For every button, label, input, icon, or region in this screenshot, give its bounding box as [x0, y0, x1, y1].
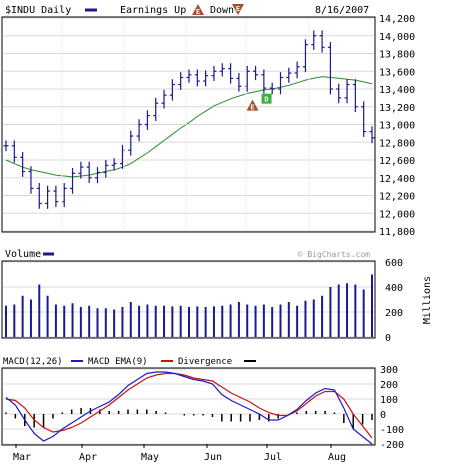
price-bar: [244, 65, 250, 92]
price-bar: [286, 67, 292, 83]
macd-y-tick-label: 100: [380, 395, 398, 406]
price-bar: [344, 79, 350, 104]
price-panel: [1, 16, 376, 233]
earnings-marker-icon: E: [246, 99, 259, 112]
price-y-tick-label: 14,200: [379, 14, 415, 25]
price-bar: [144, 110, 150, 130]
price-bar: [311, 30, 317, 50]
price-bar: [28, 166, 34, 194]
volume-y-tick-label: 600: [385, 258, 403, 269]
price-bar: [194, 69, 200, 87]
macd-panel: [1, 367, 376, 446]
price-bar: [302, 39, 308, 73]
price-bar: [253, 65, 259, 81]
month-label: Aug: [328, 452, 346, 463]
month-label: Jul: [264, 452, 282, 463]
price-bar: [327, 41, 333, 95]
price-bar: [186, 69, 192, 83]
price-bar: [136, 119, 142, 142]
price-y-tick-label: 12,600: [379, 156, 415, 167]
price-bar: [219, 63, 225, 77]
price-bar: [352, 79, 358, 113]
price-bar: [369, 126, 375, 144]
macd-y-tick-label: 200: [380, 380, 398, 391]
price-bar: [319, 30, 325, 53]
price-y-tick-label: 13,800: [379, 50, 415, 61]
month-label: Apr: [79, 452, 97, 463]
month-label: Mar: [13, 452, 31, 463]
volume-y-tick-label: 0: [385, 333, 391, 344]
down-label: Down: [210, 5, 234, 16]
price-bar: [70, 167, 76, 194]
bigcharts-watermark: © BigCharts.com: [298, 250, 370, 259]
earnings-down-icon: E: [232, 4, 244, 15]
dividend-marker-icon: D: [261, 93, 272, 104]
volume-y-tick-label: 400: [385, 283, 403, 294]
price-bar: [11, 140, 17, 163]
price-y-tick-label: 13,400: [379, 85, 415, 96]
volume-panel: [1, 260, 376, 339]
price-bar: [203, 70, 209, 87]
symbol-label: $INDU Daily: [5, 5, 71, 16]
price-y-tick-label: 13,600: [379, 67, 415, 78]
price-bar: [128, 130, 134, 156]
price-bar: [178, 72, 184, 90]
earnings-up-label: Earnings Up: [120, 5, 186, 16]
macd-y-tick-label: 300: [380, 365, 398, 376]
macd-y-tick-label: -100: [380, 425, 404, 436]
price-bar: [86, 161, 92, 184]
price-bar: [78, 161, 84, 179]
price-bar: [269, 82, 275, 95]
price-y-tick-label: 12,400: [379, 174, 415, 185]
macd-y-tick-label: -200: [380, 440, 404, 451]
price-bar: [336, 83, 342, 104]
price-bar: [36, 183, 42, 209]
ema-legend-label: MACD EMA(9): [88, 357, 148, 367]
earnings-up-icon: E: [192, 4, 204, 16]
macd-legend-label: MACD(12,26): [3, 357, 63, 367]
svg-text:E: E: [236, 5, 240, 13]
price-bar: [153, 97, 159, 121]
price-bar: [53, 185, 59, 208]
volume-unit: Millions: [422, 276, 433, 324]
price-y-tick-label: 12,000: [379, 209, 415, 220]
volume-y-tick-label: 200: [385, 308, 403, 319]
month-label: May: [141, 452, 159, 463]
price-y-tick-label: 11,800: [379, 227, 415, 238]
price-bar: [161, 89, 167, 109]
price-bar: [211, 65, 217, 82]
dividend-marker-label: D: [264, 96, 268, 104]
price-bar: [169, 79, 175, 101]
price-bar: [236, 73, 242, 92]
month-label: Jun: [204, 452, 222, 463]
macd-ema-line: [5, 372, 373, 439]
price-bar: [20, 152, 26, 177]
price-bar: [3, 140, 9, 152]
moving-average-line: [5, 76, 373, 178]
price-y-tick-label: 12,200: [379, 192, 415, 203]
price-bar: [278, 72, 283, 95]
price-bar: [45, 185, 51, 209]
price-bar: [103, 160, 109, 178]
earnings-marker-label: E: [250, 104, 254, 112]
price-bar: [95, 167, 100, 184]
macd-y-tick-label: 0: [380, 410, 386, 421]
price-y-tick-label: 14,000: [379, 32, 415, 43]
price-y-tick-label: 13,000: [379, 121, 415, 132]
price-bar: [294, 61, 300, 79]
divergence-legend-label: Divergence: [178, 357, 232, 367]
price-bar: [111, 158, 117, 171]
price-y-tick-label: 13,200: [379, 103, 415, 114]
price-bar: [261, 69, 267, 94]
chart-date: 8/16/2007: [315, 5, 369, 16]
svg-text:E: E: [196, 8, 200, 16]
price-bar: [361, 101, 367, 137]
volume-label: Volume: [5, 249, 41, 260]
price-y-tick-label: 12,800: [379, 138, 415, 149]
macd-line: [5, 371, 373, 445]
price-bar: [228, 63, 234, 84]
